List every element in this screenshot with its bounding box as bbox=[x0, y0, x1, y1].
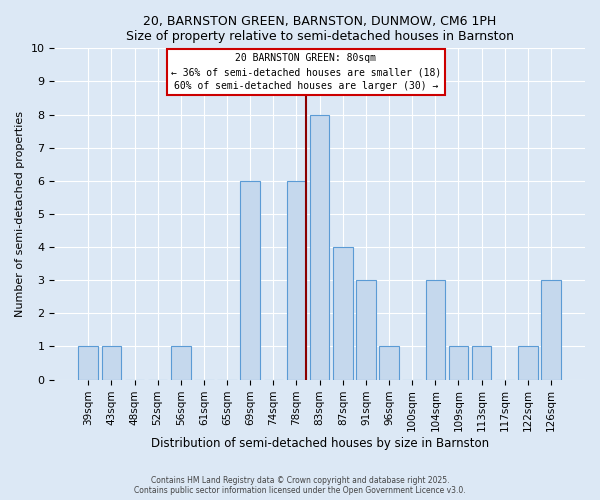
Bar bbox=[541, 280, 561, 380]
Bar bbox=[101, 346, 121, 380]
Title: 20, BARNSTON GREEN, BARNSTON, DUNMOW, CM6 1PH
Size of property relative to semi-: 20, BARNSTON GREEN, BARNSTON, DUNMOW, CM… bbox=[125, 15, 514, 43]
Text: 20 BARNSTON GREEN: 80sqm
← 36% of semi-detached houses are smaller (18)
60% of s: 20 BARNSTON GREEN: 80sqm ← 36% of semi-d… bbox=[170, 54, 441, 92]
Bar bbox=[472, 346, 491, 380]
Y-axis label: Number of semi-detached properties: Number of semi-detached properties bbox=[15, 111, 25, 317]
Bar bbox=[333, 247, 353, 380]
Text: Contains HM Land Registry data © Crown copyright and database right 2025.
Contai: Contains HM Land Registry data © Crown c… bbox=[134, 476, 466, 495]
Bar bbox=[449, 346, 469, 380]
Bar bbox=[79, 346, 98, 380]
Bar bbox=[241, 181, 260, 380]
Bar bbox=[425, 280, 445, 380]
Bar bbox=[171, 346, 191, 380]
Bar bbox=[287, 181, 307, 380]
X-axis label: Distribution of semi-detached houses by size in Barnston: Distribution of semi-detached houses by … bbox=[151, 437, 489, 450]
Bar bbox=[379, 346, 399, 380]
Bar bbox=[356, 280, 376, 380]
Bar bbox=[310, 114, 329, 380]
Bar bbox=[518, 346, 538, 380]
